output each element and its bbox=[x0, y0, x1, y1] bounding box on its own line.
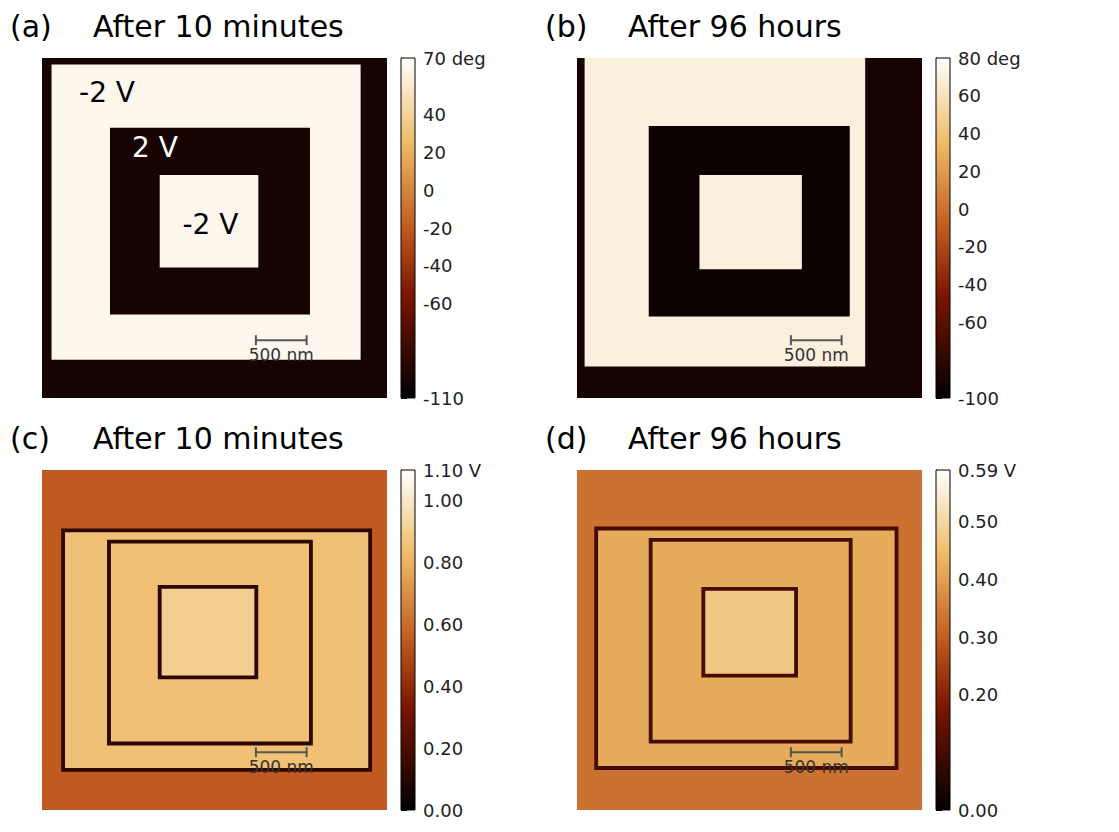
svg-text:(c): (c) bbox=[10, 421, 50, 456]
svg-text:80 deg: 80 deg bbox=[958, 48, 1021, 69]
svg-text:(a): (a) bbox=[10, 9, 52, 44]
svg-text:0.30: 0.30 bbox=[958, 627, 998, 648]
svg-text:0.00: 0.00 bbox=[958, 800, 998, 821]
svg-text:-2 V: -2 V bbox=[79, 76, 135, 109]
svg-text:0.40: 0.40 bbox=[958, 569, 998, 590]
svg-text:0.20: 0.20 bbox=[423, 738, 463, 759]
svg-text:-60: -60 bbox=[958, 312, 987, 333]
svg-text:-20: -20 bbox=[423, 218, 452, 239]
svg-text:-40: -40 bbox=[423, 255, 452, 276]
svg-text:20: 20 bbox=[423, 142, 446, 163]
svg-text:0.40: 0.40 bbox=[423, 676, 463, 697]
svg-text:0.80: 0.80 bbox=[423, 552, 463, 573]
svg-text:40: 40 bbox=[958, 123, 981, 144]
svg-text:0.50: 0.50 bbox=[958, 511, 998, 532]
svg-text:1.00: 1.00 bbox=[423, 490, 463, 511]
svg-text:-40: -40 bbox=[958, 274, 987, 295]
svg-text:70 deg: 70 deg bbox=[423, 48, 486, 69]
svg-text:-60: -60 bbox=[423, 293, 452, 314]
svg-text:-110: -110 bbox=[423, 388, 464, 409]
svg-text:0.20: 0.20 bbox=[958, 684, 998, 705]
svg-text:-2 V: -2 V bbox=[182, 208, 238, 241]
svg-text:After 96 hours: After 96 hours bbox=[628, 421, 842, 456]
svg-text:0: 0 bbox=[423, 180, 434, 201]
svg-text:60: 60 bbox=[958, 85, 981, 106]
svg-text:500 nm: 500 nm bbox=[784, 757, 849, 777]
svg-text:0.60: 0.60 bbox=[423, 614, 463, 635]
svg-text:2 V: 2 V bbox=[132, 131, 178, 164]
svg-text:(b): (b) bbox=[545, 9, 587, 44]
svg-text:0.59 V: 0.59 V bbox=[958, 460, 1017, 481]
svg-text:-20: -20 bbox=[958, 236, 987, 257]
svg-text:After 96 hours: After 96 hours bbox=[628, 9, 842, 44]
svg-text:20: 20 bbox=[958, 161, 981, 182]
svg-text:40: 40 bbox=[423, 104, 446, 125]
svg-text:0: 0 bbox=[958, 199, 969, 220]
svg-text:500 nm: 500 nm bbox=[249, 757, 314, 777]
svg-text:500 nm: 500 nm bbox=[784, 345, 849, 365]
svg-text:After 10 minutes: After 10 minutes bbox=[93, 421, 344, 456]
svg-text:(d): (d) bbox=[545, 421, 587, 456]
svg-text:0.00: 0.00 bbox=[423, 800, 463, 821]
svg-text:1.10 V: 1.10 V bbox=[423, 460, 482, 481]
svg-text:-100: -100 bbox=[958, 388, 999, 409]
svg-text:After 10 minutes: After 10 minutes bbox=[93, 9, 344, 44]
svg-text:500 nm: 500 nm bbox=[249, 345, 314, 365]
